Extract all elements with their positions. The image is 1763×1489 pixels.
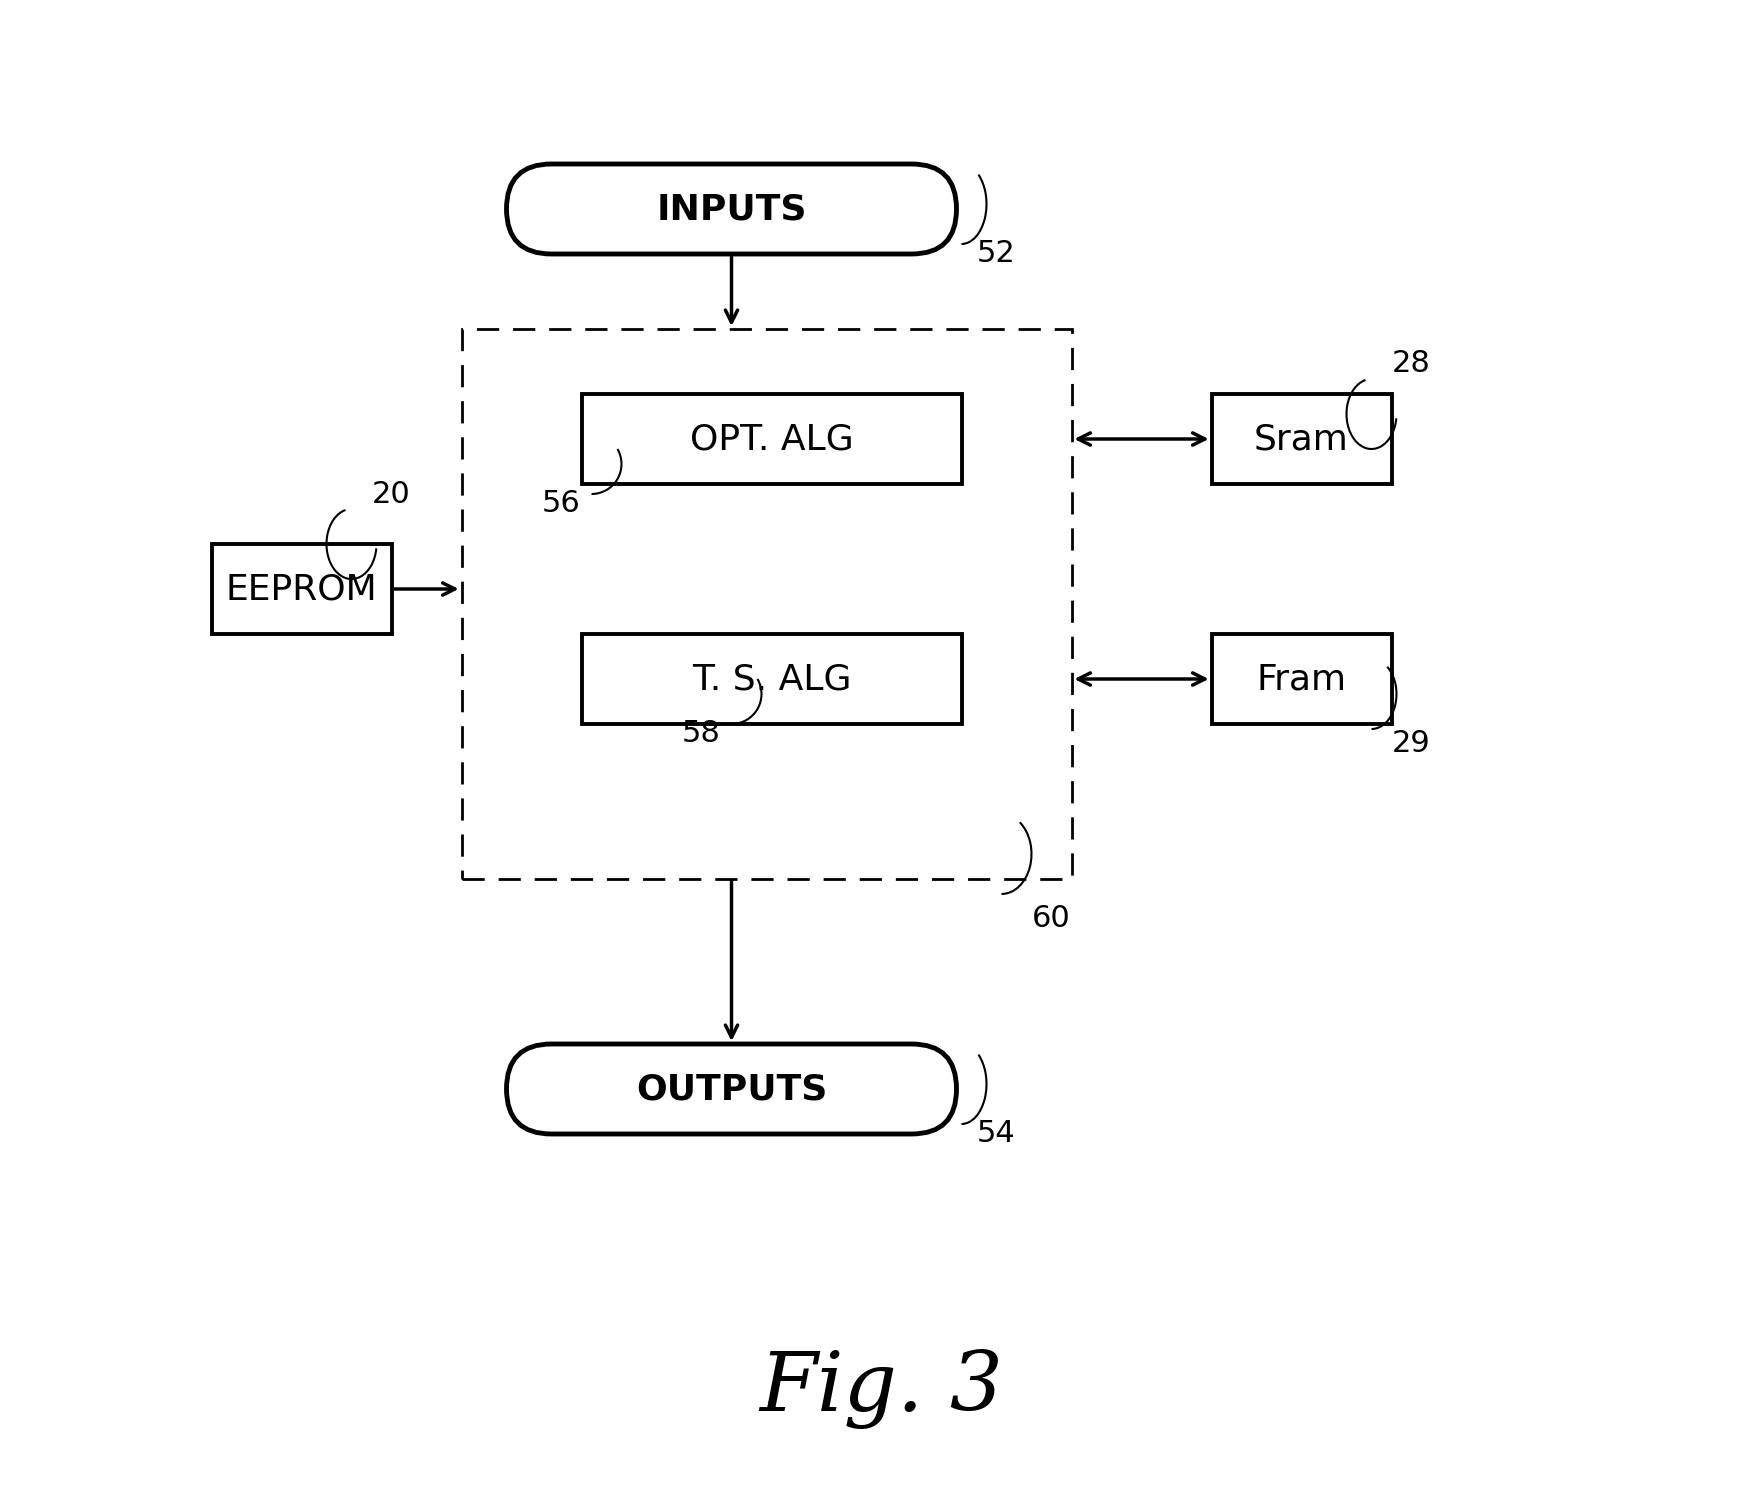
Bar [1211, 395, 1391, 484]
Bar [212, 543, 391, 634]
Text: 60: 60 [1031, 904, 1070, 934]
Text: 28: 28 [1391, 350, 1430, 378]
Text: Fig. 3: Fig. 3 [760, 1349, 1003, 1429]
Bar [582, 634, 961, 724]
Bar [462, 329, 1072, 879]
Text: EEPROM: EEPROM [226, 572, 377, 606]
Text: Fram: Fram [1257, 663, 1347, 695]
FancyBboxPatch shape [506, 1044, 957, 1135]
Text: Sram: Sram [1253, 421, 1349, 456]
Text: OPT. ALG: OPT. ALG [689, 421, 853, 456]
FancyBboxPatch shape [506, 164, 957, 255]
Text: 20: 20 [372, 479, 411, 509]
Text: 52: 52 [977, 240, 1015, 268]
Text: OUTPUTS: OUTPUTS [636, 1072, 827, 1106]
Text: INPUTS: INPUTS [656, 192, 807, 226]
Text: 29: 29 [1391, 730, 1430, 758]
Bar [1211, 634, 1391, 724]
Text: 56: 56 [541, 490, 580, 518]
Bar [582, 395, 961, 484]
Text: T. S. ALG: T. S. ALG [691, 663, 852, 695]
Text: 54: 54 [977, 1120, 1015, 1148]
Text: 58: 58 [682, 719, 721, 749]
